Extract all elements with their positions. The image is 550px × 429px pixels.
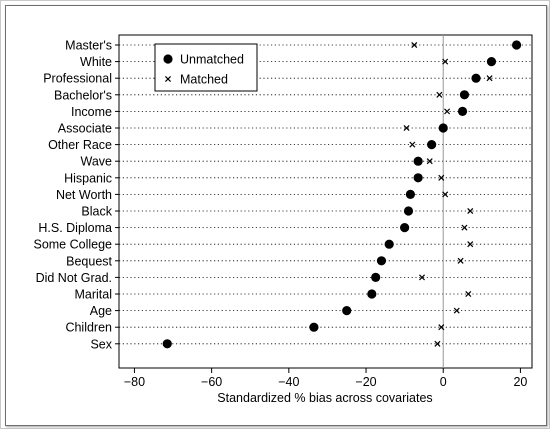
category-label: Black xyxy=(81,205,112,219)
legend-box xyxy=(154,43,258,92)
legend-items: Unmatched Matched xyxy=(163,53,244,87)
category-label: Bequest xyxy=(66,254,112,268)
matched-marker xyxy=(444,108,451,115)
unmatched-marker xyxy=(459,90,470,100)
matched-marker xyxy=(403,124,410,132)
category-labels: Master's White Professional Bachelor's Incom… xyxy=(33,39,119,351)
category-label: Age xyxy=(90,304,112,318)
x-tick-label: −80 xyxy=(124,375,145,389)
category-label: Associate xyxy=(58,122,112,136)
matched-marker xyxy=(442,191,449,198)
matched-marker xyxy=(438,174,445,181)
x-tick-label: −20 xyxy=(355,375,376,389)
matched-marker xyxy=(434,340,441,347)
unmatched-marker xyxy=(486,57,497,67)
legend-matched-symbol xyxy=(164,75,172,83)
unmatched-marker xyxy=(405,189,416,199)
legend: Unmatched Matched xyxy=(154,43,258,92)
unmatched-marker xyxy=(511,40,522,50)
matched-marker xyxy=(467,241,474,248)
x-tick-label: 20 xyxy=(513,375,527,389)
unmatched-marker xyxy=(457,106,468,116)
category-label: White xyxy=(80,55,112,69)
unmatched-marker xyxy=(413,156,423,166)
unmatched-marker xyxy=(371,272,381,282)
matched-marker xyxy=(486,75,493,82)
matched-marker xyxy=(461,224,468,231)
unmatched-marker xyxy=(309,322,319,332)
plot-area xyxy=(118,34,533,369)
category-label: Wave xyxy=(81,155,113,169)
matched-marker xyxy=(411,41,418,49)
legend-label: Unmatched xyxy=(180,53,244,67)
matched-marker xyxy=(442,58,449,65)
x-axis-ticks: −80 −60 −40 −20 0 20 xyxy=(124,368,527,389)
unmatched-marker xyxy=(376,256,387,266)
category-label: Children xyxy=(65,321,112,335)
category-label: Income xyxy=(71,105,112,119)
category-label: Did Not Grad. xyxy=(36,271,112,285)
category-label: Marital xyxy=(74,288,112,302)
unmatched-marker xyxy=(471,73,481,83)
category-label: Bachelor's xyxy=(54,88,112,102)
category-label: Sex xyxy=(90,337,112,351)
unmatched-marker xyxy=(400,223,410,233)
x-tick-label: −40 xyxy=(278,375,299,389)
matched-marker xyxy=(436,91,443,98)
unmatched-marker xyxy=(438,123,448,133)
x-tick-label: 0 xyxy=(440,375,447,389)
category-label: Other Race xyxy=(48,138,112,152)
matched-marker xyxy=(467,207,474,215)
unmatched-marker xyxy=(342,306,352,316)
category-label: Professional xyxy=(43,72,112,86)
matched-marker xyxy=(426,158,433,165)
category-label: H.S. Diploma xyxy=(38,221,112,235)
x-axis-label: Standardized % bias across covariates xyxy=(217,391,432,405)
matched-marker xyxy=(438,324,445,331)
matched-marker xyxy=(457,257,464,264)
unmatched-marker xyxy=(413,173,423,183)
category-label: Master's xyxy=(65,39,112,53)
data-markers xyxy=(162,40,522,349)
category-label: Net Worth xyxy=(56,188,112,202)
x-tick-label: −60 xyxy=(201,375,222,389)
matched-marker xyxy=(453,307,460,314)
unmatched-marker xyxy=(427,140,437,150)
legend-label: Matched xyxy=(180,73,228,87)
unmatched-marker xyxy=(367,289,377,299)
unmatched-marker xyxy=(384,239,394,249)
matched-marker xyxy=(418,274,426,281)
legend-unmatched-symbol xyxy=(163,54,173,64)
unmatched-marker xyxy=(162,339,172,349)
unmatched-marker xyxy=(403,206,414,216)
matched-marker xyxy=(409,141,416,148)
category-label: Some College xyxy=(33,238,112,252)
category-label: Hispanic xyxy=(64,171,112,185)
chart-panel xyxy=(5,5,547,426)
matched-marker xyxy=(465,290,472,298)
